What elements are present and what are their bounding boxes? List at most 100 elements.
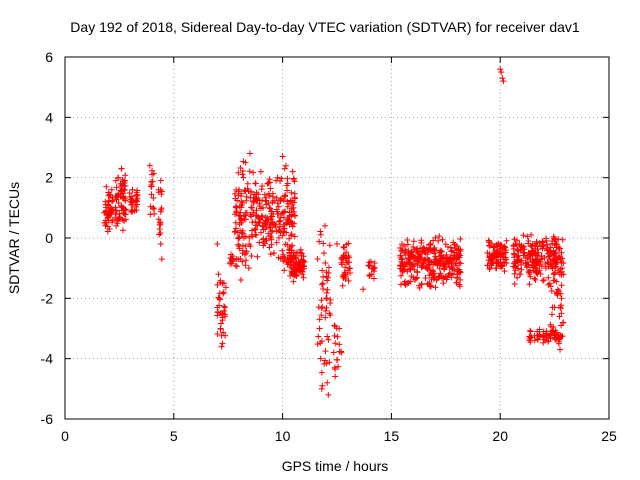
data-point xyxy=(134,187,141,194)
data-point xyxy=(339,282,346,289)
data-point xyxy=(268,236,275,243)
data-point xyxy=(322,307,329,314)
data-point xyxy=(106,191,113,198)
data-point xyxy=(156,231,163,238)
data-point xyxy=(548,311,555,318)
data-point xyxy=(231,190,238,197)
data-point xyxy=(512,241,519,248)
data-point xyxy=(448,247,455,254)
x-tick-label: 0 xyxy=(61,428,69,444)
data-point xyxy=(492,265,499,272)
y-tick-label: 0 xyxy=(45,230,53,246)
data-point xyxy=(343,249,350,256)
data-point xyxy=(559,236,566,243)
data-point xyxy=(330,349,337,356)
data-point xyxy=(288,243,295,250)
data-point xyxy=(242,209,249,216)
data-point xyxy=(218,320,225,327)
data-point xyxy=(218,311,225,318)
data-point xyxy=(275,218,282,225)
data-point xyxy=(401,242,408,249)
data-point xyxy=(430,271,437,278)
data-point xyxy=(486,243,493,250)
data-point xyxy=(341,244,348,251)
data-point xyxy=(292,254,299,261)
data-point xyxy=(429,267,436,274)
data-point xyxy=(278,175,285,182)
data-point xyxy=(275,210,282,217)
data-point xyxy=(346,265,353,272)
data-point xyxy=(514,247,521,254)
data-point xyxy=(417,254,424,261)
data-point xyxy=(334,333,341,340)
data-point xyxy=(150,195,157,202)
data-point xyxy=(292,271,299,278)
data-point xyxy=(331,364,338,371)
data-point xyxy=(543,237,550,244)
data-point xyxy=(371,259,378,266)
data-point xyxy=(408,273,415,280)
data-point xyxy=(274,200,281,207)
data-point xyxy=(526,269,533,276)
data-point xyxy=(491,247,498,254)
data-point xyxy=(440,280,447,287)
data-point xyxy=(534,336,541,343)
y-tick-label: -4 xyxy=(41,351,54,367)
x-tick-label: 25 xyxy=(601,428,617,444)
data-point xyxy=(452,260,459,267)
data-point xyxy=(248,227,255,234)
data-point xyxy=(267,232,274,239)
data-point xyxy=(315,333,322,340)
data-point xyxy=(235,169,242,176)
data-point xyxy=(158,256,165,263)
data-point xyxy=(286,247,293,254)
data-point xyxy=(269,213,276,220)
data-point xyxy=(324,277,331,284)
data-point xyxy=(274,174,281,181)
data-point xyxy=(113,184,120,191)
data-point xyxy=(432,259,439,266)
data-point xyxy=(288,189,295,196)
data-point xyxy=(539,255,546,262)
data-point xyxy=(437,270,444,277)
data-point xyxy=(279,153,286,160)
data-point xyxy=(318,305,325,312)
data-point xyxy=(269,190,276,197)
data-point xyxy=(529,259,536,266)
data-point xyxy=(294,250,301,257)
data-point xyxy=(332,340,339,347)
data-point xyxy=(121,177,128,184)
data-point xyxy=(157,229,164,236)
data-point xyxy=(418,263,425,270)
data-point xyxy=(448,248,455,255)
data-point xyxy=(301,259,308,266)
data-point xyxy=(398,272,405,279)
data-point xyxy=(155,186,162,193)
data-point xyxy=(552,327,559,334)
data-point xyxy=(318,385,325,392)
data-point xyxy=(366,262,373,269)
data-point xyxy=(321,357,328,364)
chart-title: Day 192 of 2018, Sidereal Day-to-day VTE… xyxy=(70,19,580,35)
data-point xyxy=(322,348,329,355)
data-point xyxy=(258,212,265,219)
data-point xyxy=(456,266,463,273)
data-point xyxy=(273,194,280,201)
data-point xyxy=(418,250,425,257)
data-point xyxy=(232,195,239,202)
data-point xyxy=(129,186,136,193)
data-point xyxy=(501,243,508,250)
data-point xyxy=(229,253,236,260)
data-point xyxy=(436,273,443,280)
data-point xyxy=(406,260,413,267)
data-point xyxy=(323,295,330,302)
y-tick-label: -2 xyxy=(41,290,54,306)
data-point xyxy=(397,254,404,261)
data-point xyxy=(219,310,226,317)
data-point xyxy=(336,341,343,348)
data-point xyxy=(238,215,245,222)
data-point xyxy=(421,245,428,252)
data-point xyxy=(541,254,548,261)
data-point xyxy=(325,264,332,271)
data-point xyxy=(422,274,429,281)
